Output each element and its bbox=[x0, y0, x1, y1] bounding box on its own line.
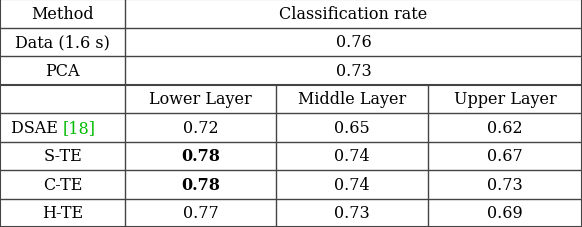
Text: PCA: PCA bbox=[45, 62, 80, 79]
Text: C-TE: C-TE bbox=[43, 176, 82, 193]
Text: 0.74: 0.74 bbox=[334, 176, 370, 193]
Text: 0.73: 0.73 bbox=[487, 176, 523, 193]
Text: 0.67: 0.67 bbox=[487, 148, 523, 165]
Text: [18]: [18] bbox=[63, 119, 95, 136]
Text: Lower Layer: Lower Layer bbox=[150, 91, 252, 108]
Text: 0.69: 0.69 bbox=[487, 204, 523, 221]
Text: 0.77: 0.77 bbox=[183, 204, 219, 221]
Text: 0.74: 0.74 bbox=[334, 148, 370, 165]
Text: S-TE: S-TE bbox=[43, 148, 82, 165]
Text: 0.65: 0.65 bbox=[334, 119, 370, 136]
Text: 0.73: 0.73 bbox=[334, 204, 370, 221]
Text: 0.73: 0.73 bbox=[336, 62, 371, 79]
Text: Classification rate: Classification rate bbox=[279, 6, 428, 23]
Text: Data (1.6 s): Data (1.6 s) bbox=[15, 34, 110, 51]
Text: Upper Layer: Upper Layer bbox=[453, 91, 556, 108]
Text: 0.78: 0.78 bbox=[181, 176, 221, 193]
Text: Method: Method bbox=[31, 6, 94, 23]
Text: DSAE: DSAE bbox=[10, 119, 63, 136]
Text: 0.72: 0.72 bbox=[183, 119, 219, 136]
Text: 0.78: 0.78 bbox=[181, 148, 221, 165]
Text: H-TE: H-TE bbox=[42, 204, 83, 221]
Text: Middle Layer: Middle Layer bbox=[298, 91, 406, 108]
Text: 0.76: 0.76 bbox=[336, 34, 371, 51]
Text: 0.62: 0.62 bbox=[487, 119, 523, 136]
